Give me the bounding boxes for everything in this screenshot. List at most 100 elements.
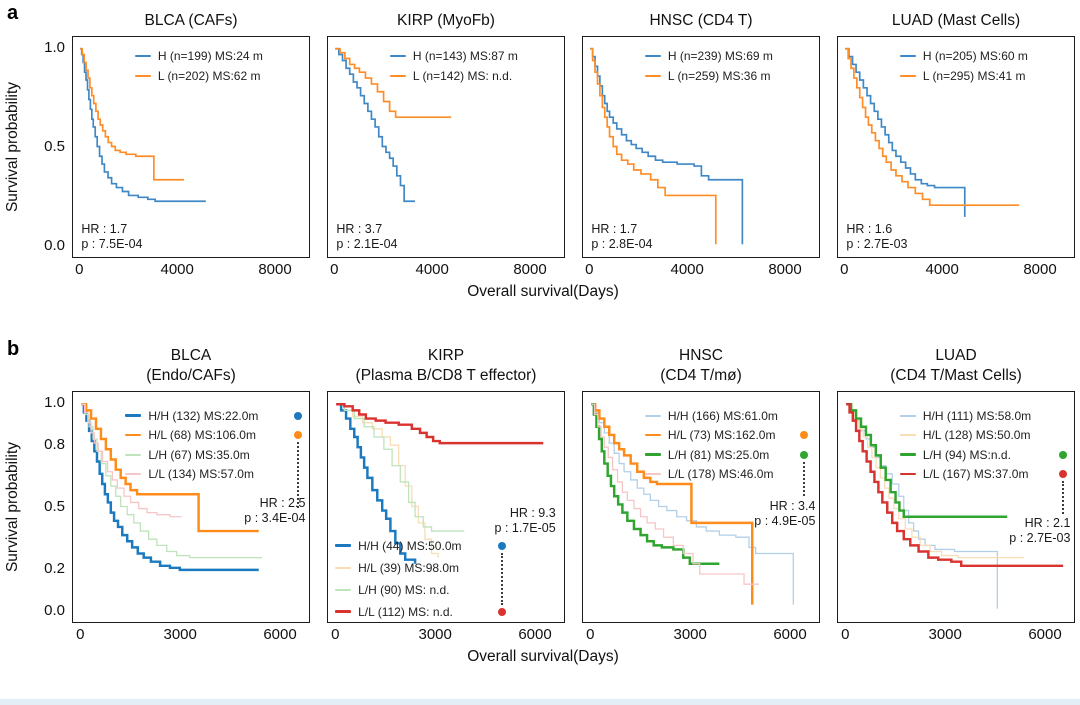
legend-dash-icon bbox=[644, 433, 661, 437]
legend-dash-icon bbox=[335, 588, 352, 591]
y-tick-label: 1.0 bbox=[44, 38, 65, 56]
panel-title-line: BLCA (CAFs) bbox=[144, 11, 238, 29]
panel-title-line: (Endo/CAFs) bbox=[146, 366, 236, 384]
panel-title-line: BLCA bbox=[170, 347, 212, 365]
km-curves-svg bbox=[591, 403, 794, 605]
panels-container-b: BLCA (Endo/CAFs) H/H (132) MS:22.0m H/L (68… bbox=[72, 337, 1075, 645]
km-curve-H bbox=[590, 47, 744, 245]
panel-letter-a: a bbox=[7, 2, 19, 24]
legend-entry: H/L (128) MS:50.0m bbox=[899, 425, 1031, 445]
comparison-dot bbox=[497, 541, 506, 550]
comparison-dot bbox=[800, 450, 809, 459]
x-axis-ticks: 0 4000 8000 bbox=[837, 258, 1075, 280]
panel-title-line: KIRP bbox=[427, 347, 465, 365]
legend-entry: L/L (167) MS:37.0m bbox=[899, 464, 1031, 484]
legend-entry: H (n=205) MS:60 m bbox=[899, 46, 1028, 66]
y-axis-label-a: Survival probability bbox=[4, 36, 30, 258]
legend-label: L/H (94) MS:n.d. bbox=[922, 447, 1011, 462]
legend-entry: H/L (68) MS:106.0m bbox=[125, 425, 258, 445]
hr-annotation: HR : 3.7 p : 2.1E-04 bbox=[336, 222, 397, 252]
km-curve-HH bbox=[81, 403, 259, 572]
legend-entry: H/L (73) MS:162.0m bbox=[644, 425, 778, 445]
km-curves-svg bbox=[81, 403, 262, 572]
legend-label: H/H (111) MS:58.0m bbox=[922, 408, 1032, 423]
survival-row-b: Survival probability 1.0 0.8 0.5 0.2 0.0 BLC… bbox=[0, 301, 1080, 666]
legend-label: L (n=259) MS:36 m bbox=[667, 68, 771, 83]
legend-label: H (n=205) MS:60 m bbox=[922, 48, 1028, 63]
legend-label: L/H (90) MS: n.d. bbox=[358, 582, 450, 597]
km-curve-LH bbox=[81, 403, 262, 559]
legend-dash-icon bbox=[644, 414, 661, 417]
y-tick-label: 0.8 bbox=[44, 435, 65, 453]
survival-row-a: Survival probability 1.0 0.5 0.0 BLCA (CAF… bbox=[0, 0, 1080, 301]
km-curve-LL bbox=[591, 403, 759, 585]
legend-label: H/L (39) MS:98.0m bbox=[358, 560, 460, 575]
legend-label: H (n=143) MS:87 m bbox=[412, 48, 518, 63]
panel-title: HNSC (CD4 T) bbox=[582, 8, 820, 36]
window-edge-strip bbox=[0, 699, 1080, 705]
panel-title: BLCA (Endo/CAFs) bbox=[72, 337, 310, 391]
hazard-ratio-text: HR : 3.7 bbox=[336, 222, 383, 237]
legend-label: L/L (134) MS:57.0m bbox=[148, 467, 254, 482]
plot-area: H/H (111) MS:58.0m H/L (128) MS:50.0m L/H … bbox=[837, 391, 1075, 623]
km-curve-L bbox=[845, 47, 1020, 207]
y-axis-ticks-b: 1.0 0.8 0.5 0.2 0.0 bbox=[30, 391, 72, 623]
legend-dash-icon bbox=[644, 74, 661, 77]
x-tick-label: 0 bbox=[586, 626, 595, 643]
legend-dash-icon bbox=[899, 74, 916, 77]
legend-label: L/L (167) MS:37.0m bbox=[922, 467, 1029, 482]
legend-entry: L (n=202) MS:62 m bbox=[134, 66, 263, 86]
hr-annotation: HR : 1.7 p : 2.8E-04 bbox=[591, 222, 652, 252]
legend-entry: L/H (90) MS: n.d. bbox=[335, 579, 461, 601]
legend-dash-icon bbox=[125, 414, 142, 417]
legend-entry: H/H (44) MS:50.0m bbox=[335, 535, 461, 557]
y-tick-label: 0.0 bbox=[44, 237, 65, 255]
legend-entry: H/L (39) MS:98.0m bbox=[335, 557, 461, 579]
p-value-text: p : 7.5E-04 bbox=[81, 237, 143, 252]
x-tick-label: 8000 bbox=[258, 261, 292, 278]
panel-title-line: (CD4 T/Mast Cells) bbox=[890, 366, 1022, 384]
panel-title: BLCA (CAFs) bbox=[72, 8, 310, 36]
legend-entry: L/H (81) MS:25.0m bbox=[644, 445, 778, 465]
legend-entry: L/H (94) MS:n.d. bbox=[899, 445, 1031, 465]
p-value-text: p : 2.7E-03 bbox=[1009, 531, 1071, 546]
comparison-dot bbox=[293, 431, 302, 440]
dotted-connector bbox=[803, 461, 806, 497]
panel-title: LUAD (CD4 T/Mast Cells) bbox=[837, 337, 1075, 391]
legend-dash-icon bbox=[134, 74, 151, 77]
y-axis-label-text: Survival probability bbox=[4, 441, 21, 573]
legend-label: H (n=199) MS:24 m bbox=[157, 48, 263, 63]
km-curves-svg bbox=[335, 47, 452, 203]
x-tick-label: 4000 bbox=[670, 261, 704, 278]
x-tick-label: 0 bbox=[330, 261, 339, 278]
km-curve-HL bbox=[591, 403, 754, 605]
hr-annotation: HR : 3.4 p : 4.9E-05 bbox=[754, 499, 815, 529]
p-value-text: p : 3.4E-04 bbox=[244, 511, 306, 526]
km-curve-HL bbox=[846, 403, 1024, 559]
hazard-ratio-text: HR : 3.4 bbox=[769, 498, 816, 513]
hazard-ratio-text: HR : 2.1 bbox=[1024, 516, 1071, 531]
x-axis-label-b: Overall survival(Days) bbox=[467, 648, 619, 665]
km-curve-LL bbox=[336, 403, 544, 445]
y-axis-label-b: Survival probability bbox=[4, 391, 30, 623]
x-tick-label: 4000 bbox=[925, 261, 959, 278]
plot-legend: H/H (44) MS:50.0m H/L (39) MS:98.0m L/H (9… bbox=[335, 535, 461, 623]
hr-annotation: HR : 2.1 p : 2.7E-03 bbox=[1009, 516, 1070, 546]
legend-entry: H (n=143) MS:87 m bbox=[389, 46, 518, 66]
legend-dash-icon bbox=[644, 473, 661, 476]
survival-panel-a2: KIRP (MyoFb) H (n=143) MS:87 m L (n=142) M… bbox=[327, 8, 565, 280]
panel-title-line: LUAD (Mast Cells) bbox=[891, 11, 1021, 29]
x-tick-label: 0 bbox=[585, 261, 594, 278]
x-tick-label: 8000 bbox=[1023, 261, 1057, 278]
km-curve-LH bbox=[336, 403, 465, 532]
dotted-connector bbox=[296, 441, 299, 508]
x-tick-label: 6000 bbox=[518, 626, 552, 643]
x-tick-label: 8000 bbox=[768, 261, 802, 278]
legend-dash-icon bbox=[134, 54, 151, 57]
y-axis-ticks-a: 1.0 0.5 0.0 bbox=[30, 36, 72, 258]
x-tick-label: 3000 bbox=[418, 626, 452, 643]
legend-dash-icon bbox=[899, 54, 916, 57]
x-tick-label: 0 bbox=[331, 626, 340, 643]
survival-panel-a3: HNSC (CD4 T) H (n=239) MS:69 m L (n=259) M… bbox=[582, 8, 820, 280]
